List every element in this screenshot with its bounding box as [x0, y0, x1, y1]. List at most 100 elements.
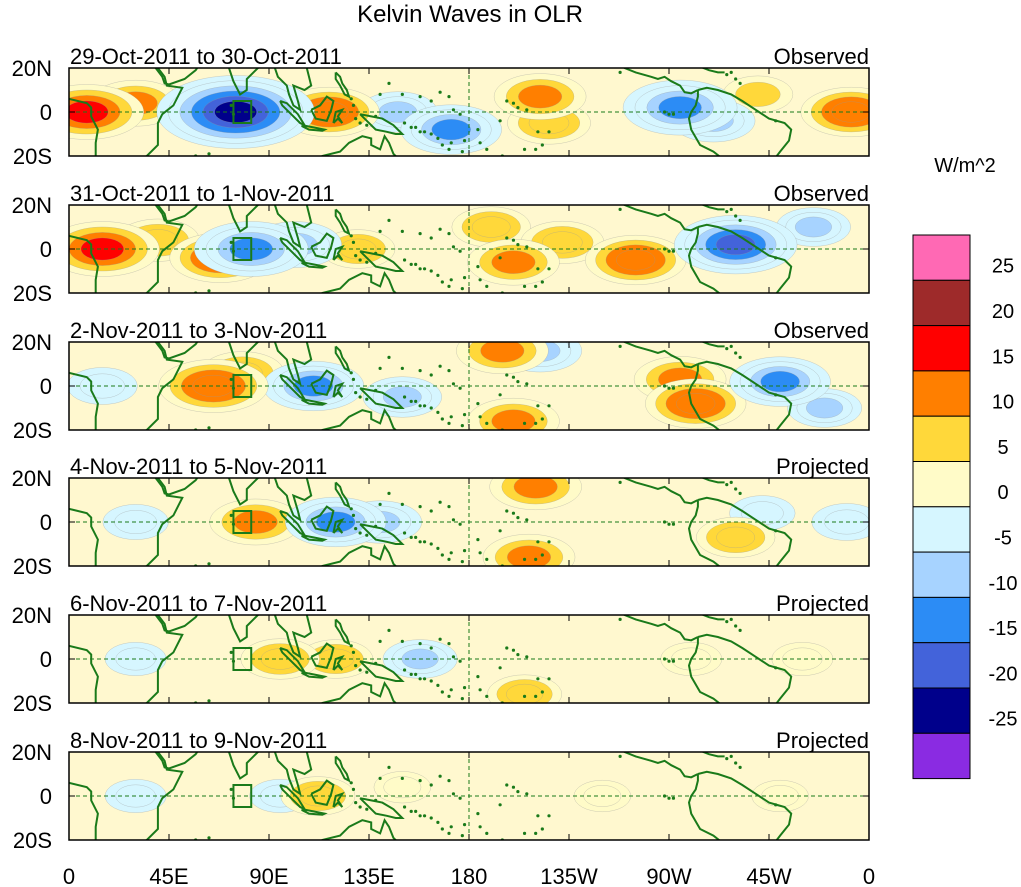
y-tick-label: 20S: [13, 418, 52, 443]
island-marker: [725, 210, 729, 214]
island-marker: [460, 424, 464, 428]
island-marker: [414, 125, 418, 129]
colorbar-label: 10: [992, 392, 1014, 414]
island-marker: [378, 639, 382, 644]
olr-anomaly-contour: [715, 234, 756, 256]
island-marker: [438, 90, 442, 94]
island-marker: [436, 683, 440, 688]
island-marker: [449, 415, 453, 419]
island-marker: [374, 661, 378, 666]
island-marker: [378, 776, 382, 781]
colorbar-swatch: [912, 461, 971, 508]
island-marker: [447, 505, 451, 509]
island-marker: [525, 792, 529, 796]
panel-period-label: 29-Oct-2011 to 30-Oct-2011: [70, 44, 342, 69]
island-marker: [525, 108, 529, 112]
island-marker: [462, 686, 467, 690]
island-marker: [462, 549, 467, 553]
coastline-philippines: [334, 755, 351, 783]
coastline-arabia: [153, 615, 199, 633]
island-marker: [458, 659, 462, 663]
y-tick-label: 20S: [13, 144, 52, 169]
coastline-arabia: [153, 752, 199, 770]
island-marker: [449, 688, 453, 692]
island-marker: [429, 646, 433, 650]
coastline-borneo: [310, 232, 335, 259]
island-marker: [436, 546, 440, 551]
y-tick-label: 0: [40, 374, 52, 399]
island-marker: [440, 417, 444, 421]
island-marker: [505, 646, 509, 650]
island-marker: [374, 524, 378, 529]
island-marker: [734, 77, 738, 81]
island-marker: [429, 236, 433, 240]
island-marker: [354, 117, 358, 121]
coastline-mexico: [622, 68, 699, 95]
island-marker: [374, 388, 378, 392]
panel-status-label: Projected: [776, 728, 869, 753]
coastline-africa: [69, 205, 184, 293]
island-marker: [485, 421, 489, 425]
olr-anomaly-contour: [471, 216, 511, 238]
island-marker: [438, 227, 442, 231]
island-marker: [540, 553, 544, 557]
island-marker: [498, 393, 502, 397]
coastline-java: [301, 261, 328, 269]
colorbar-label: 25: [992, 256, 1014, 278]
coastline-india: [226, 342, 260, 370]
olr-anomaly-contour: [506, 683, 544, 703]
island-marker: [505, 373, 509, 377]
island-marker: [418, 814, 422, 818]
island-marker: [498, 119, 502, 123]
coastline-caribbean: [700, 205, 725, 211]
panel-period-label: 6-Nov-2011 to 7-Nov-2011: [70, 591, 327, 616]
coastline-mexico: [622, 478, 699, 505]
island-marker: [418, 540, 422, 544]
island-marker: [476, 675, 480, 679]
panel-2: 20N 0 20S 31-Oct-2011 to 1-Nov-2011 Observed: [12, 181, 870, 306]
island-marker: [734, 624, 738, 628]
island-marker: [387, 628, 391, 633]
panel-period-label: 4-Nov-2011 to 5-Nov-2011: [70, 454, 327, 479]
island-marker: [738, 491, 742, 495]
island-marker: [618, 480, 622, 484]
island-marker: [540, 280, 544, 284]
coastline-sumatra: [279, 784, 308, 812]
island-marker: [422, 540, 427, 544]
island-marker: [540, 417, 544, 421]
island-marker: [438, 774, 442, 778]
colorbar-label: 15: [992, 346, 1014, 368]
island-marker: [440, 143, 444, 147]
coastline-africa: [69, 615, 184, 703]
coastline-india: [226, 615, 260, 643]
island-marker: [547, 404, 551, 408]
coastline-borneo: [310, 642, 335, 669]
colorbar: W/m^2 25 20 15 10 5 0 -5 -10 -15 -20 -25: [912, 155, 1017, 780]
olr-anomaly-contour: [518, 84, 563, 109]
island-marker: [505, 509, 509, 513]
island-marker: [402, 258, 407, 262]
island-marker: [738, 628, 742, 633]
island-marker: [447, 232, 451, 236]
island-marker: [547, 130, 551, 134]
island-marker: [725, 347, 729, 351]
island-marker: [522, 147, 527, 151]
island-marker: [458, 796, 462, 800]
island-marker: [229, 513, 233, 518]
island-marker: [734, 351, 738, 355]
island-marker: [511, 648, 516, 652]
island-marker: [414, 672, 418, 677]
island-marker: [378, 229, 382, 233]
y-tick-label: 20N: [12, 740, 52, 765]
island-marker: [498, 803, 502, 807]
island-marker: [618, 344, 622, 348]
island-marker: [525, 655, 529, 659]
island-marker: [440, 280, 444, 284]
island-marker: [429, 783, 433, 787]
y-tick-label: 20S: [13, 828, 52, 853]
olr-anomaly-contour: [615, 249, 656, 271]
island-marker: [667, 386, 671, 390]
coastline-borneo: [310, 779, 335, 806]
island-marker: [387, 355, 391, 359]
